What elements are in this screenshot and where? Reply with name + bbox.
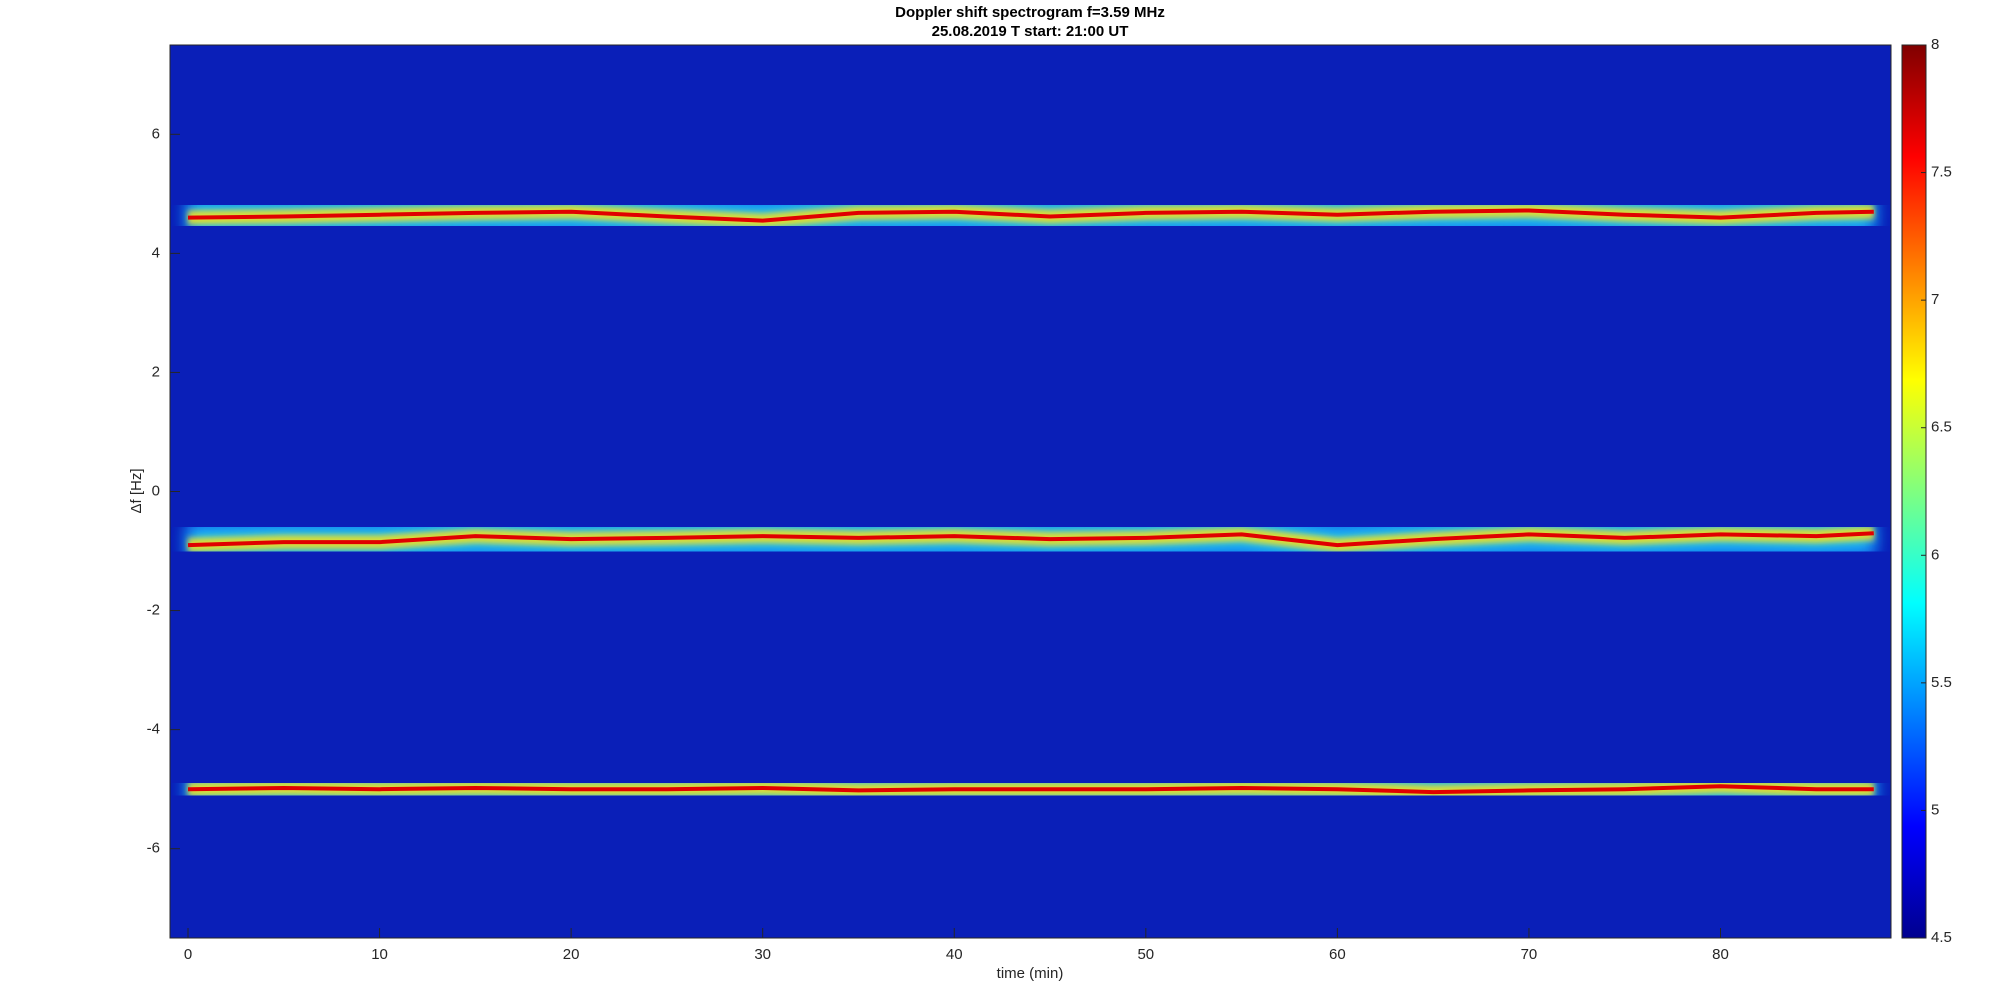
chart-title: Doppler shift spectrogram f=3.59 MHz [895, 4, 1165, 21]
trace [187, 784, 1874, 795]
x-tick-label: 20 [563, 946, 580, 963]
y-tick-label: -4 [147, 721, 160, 738]
x-tick-label: 10 [371, 946, 388, 963]
colorbar-tick-label: 8 [1931, 36, 1939, 53]
colorbar [1901, 44, 1927, 939]
trace [187, 531, 1874, 548]
colorbar-tick-label: 6.5 [1931, 419, 1952, 436]
y-tick-label: -2 [147, 602, 160, 619]
x-tick-label: 0 [184, 946, 192, 963]
x-axis-label: time (min) [997, 965, 1064, 982]
colorbar-tick-label: 5.5 [1931, 674, 1952, 691]
y-axis-label: Δf [Hz] [128, 468, 145, 513]
spectrogram [186, 175, 1876, 828]
chart-subtitle: 25.08.2019 T start: 21:00 UT [932, 23, 1129, 40]
colorbar-tick-label: 7 [1931, 291, 1939, 308]
x-tick-label: 70 [1521, 946, 1538, 963]
colorbar-tick-label: 5 [1931, 801, 1939, 818]
y-tick-label: 0 [152, 482, 160, 499]
y-tick-label: -6 [147, 840, 160, 857]
x-tick-label: 80 [1712, 946, 1729, 963]
colorbar-tick-label: 6 [1931, 546, 1939, 563]
x-tick-label: 50 [1137, 946, 1154, 963]
y-tick-label: 4 [152, 244, 160, 261]
x-tick-label: 30 [754, 946, 771, 963]
colorbar-tick-label: 4.5 [1931, 929, 1952, 946]
x-tick-label: 40 [946, 946, 963, 963]
trace [187, 208, 1874, 223]
y-tick-label: 2 [152, 363, 160, 380]
y-tick-label: 6 [152, 125, 160, 142]
x-tick-label: 60 [1329, 946, 1346, 963]
colorbar-tick-label: 7.5 [1931, 164, 1952, 181]
